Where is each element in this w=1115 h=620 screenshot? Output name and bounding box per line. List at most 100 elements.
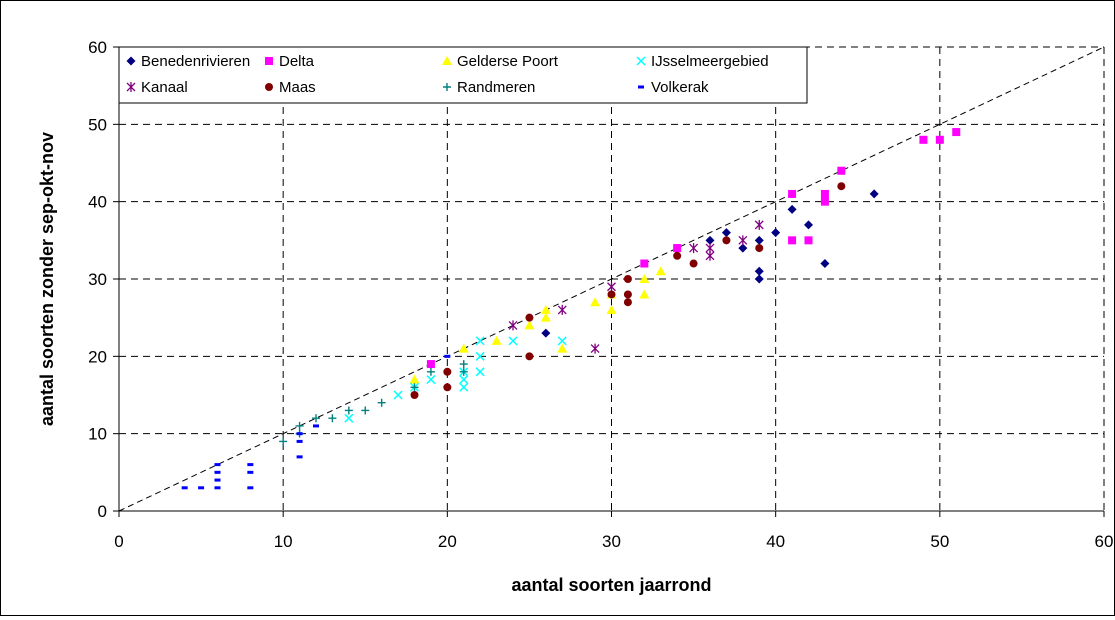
y-tick-label: 60: [88, 38, 107, 57]
delta-point: [788, 236, 797, 245]
y-tick-label: 20: [88, 347, 107, 366]
randmeren-point: [279, 437, 288, 446]
delta-point: [673, 244, 682, 253]
data-point-layer: [181, 128, 961, 490]
gelderse-poort-point: [409, 374, 420, 384]
volkerak-point: [247, 486, 254, 490]
gelderse-poort-point: [606, 304, 617, 314]
benedenrivieren-point: [820, 259, 830, 269]
kanaal-point: [754, 219, 764, 230]
randmeren-point: [426, 367, 435, 376]
gelderse-poort-point: [639, 289, 650, 299]
gelderse-poort-point: [540, 312, 551, 322]
legend-label-maas: Maas: [279, 79, 316, 96]
x-tick-label: 20: [438, 532, 457, 551]
randmeren-point: [459, 360, 468, 369]
x-tick-label: 40: [766, 532, 785, 551]
x-tick-label: 0: [114, 532, 123, 551]
x-tick-label: 10: [274, 532, 293, 551]
maas-point: [673, 251, 682, 260]
benedenrivieren-point: [705, 235, 715, 245]
maas-point: [410, 391, 419, 399]
volkerak-point: [214, 486, 221, 490]
gelderse-poort-point: [524, 320, 535, 330]
gelderse-poort-point: [557, 343, 568, 353]
kanaal-point: [607, 281, 616, 292]
volkerak-point: [247, 463, 254, 467]
gelderse-poort-point: [655, 266, 666, 276]
randmeren-point: [410, 383, 419, 392]
ijsselmeergebied-point: [475, 351, 485, 361]
volkerak-point: [198, 486, 205, 490]
volkerak-point: [444, 354, 451, 358]
benedenrivieren-point: [738, 243, 748, 253]
legend-marker-ijsselmeergebied: [636, 56, 646, 66]
x-tick-label: 60: [1095, 532, 1114, 551]
delta-point: [788, 189, 797, 198]
randmeren-point: [459, 367, 468, 376]
legend-label-gelderse-poort: Gelderse Poort: [457, 53, 559, 70]
volkerak-point: [181, 486, 188, 490]
maas-point: [443, 367, 452, 376]
y-tick-label: 50: [88, 115, 107, 134]
randmeren-point: [295, 421, 304, 430]
volkerak-point: [296, 439, 303, 443]
volkerak-point: [247, 470, 254, 474]
maas-point: [525, 352, 534, 361]
benedenrivieren-point: [771, 228, 781, 238]
legend-marker-volkerak: [638, 85, 644, 89]
diagonal-reference-line: [118, 46, 1105, 512]
volkerak-point: [214, 478, 221, 482]
benedenrivieren-point: [541, 328, 551, 338]
maas-point: [623, 298, 632, 307]
legend-label-delta: Delta: [279, 53, 315, 70]
legend-label-ijsselmeergebied: IJsselmeergebied: [651, 53, 769, 70]
legend-marker-kanaal: [126, 82, 136, 92]
benedenrivieren-point: [804, 220, 813, 230]
gelderse-poort-point: [458, 343, 469, 353]
kanaal-point: [738, 235, 748, 246]
benedenrivieren-point: [754, 274, 764, 284]
ijsselmeergebied-point: [557, 336, 567, 346]
y-tick-label: 10: [88, 425, 107, 444]
legend-label-benedenrivieren: Benedenrivieren: [141, 53, 250, 70]
benedenrivieren-point: [754, 266, 764, 276]
volkerak-point: [296, 455, 303, 459]
ijsselmeergebied-point: [393, 390, 403, 400]
y-tick-label: 30: [88, 270, 107, 289]
maas-point: [443, 383, 452, 392]
delta-point: [820, 197, 829, 206]
legend-marker-delta: [265, 57, 273, 65]
benedenrivieren-point: [869, 189, 879, 199]
maas-point: [607, 290, 616, 299]
volkerak-point: [313, 424, 319, 428]
randmeren-point: [328, 414, 337, 423]
ijsselmeergebied-point: [508, 336, 518, 346]
maas-point: [623, 275, 632, 283]
volkerak-point: [214, 470, 221, 474]
legend-marker-benedenrivieren: [126, 56, 136, 66]
benedenrivieren-point: [754, 235, 764, 245]
x-tick-label: 30: [602, 532, 621, 551]
tick-label-layer: 0 10 20 30 40 50 60 0 10 20 30 40 50 60: [88, 38, 1113, 551]
x-axis-title: aantal soorten jaarrond: [511, 575, 711, 595]
ijsselmeergebied-point: [426, 375, 436, 385]
kanaal-point: [557, 304, 567, 315]
kanaal-point: [705, 243, 715, 254]
randmeren-point: [377, 398, 386, 407]
y-tick-label: 40: [88, 193, 107, 212]
randmeren-point: [361, 406, 370, 415]
maas-point: [837, 182, 846, 191]
legend-label-volkerak: Volkerak: [651, 79, 709, 96]
legend-label-kanaal: Kanaal: [141, 79, 188, 96]
delta-point: [837, 166, 846, 175]
ijsselmeergebied-point: [344, 413, 354, 423]
gelderse-poort-point: [540, 304, 551, 314]
gelderse-poort-point: [639, 274, 650, 283]
kanaal-point: [689, 243, 699, 254]
axis-layer: [113, 46, 1105, 517]
delta-point: [426, 360, 435, 369]
maas-point: [525, 313, 534, 322]
